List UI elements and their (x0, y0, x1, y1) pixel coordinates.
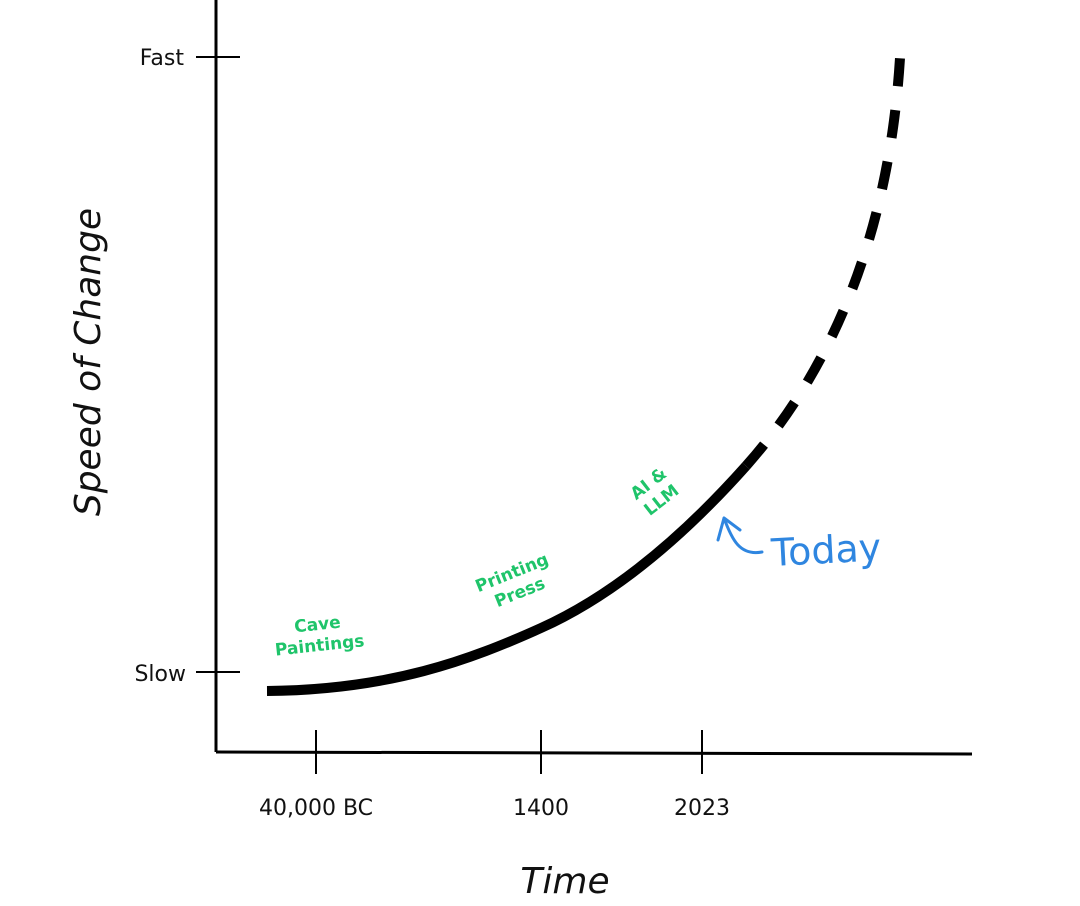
series-line-solid (266, 462, 750, 696)
y-axis-title: Speed of Change (68, 208, 109, 516)
y-tick-label-fast: Fast (140, 46, 185, 71)
x-axis-title: Time (520, 861, 609, 902)
x-tick-label-40000bc: 40,000 BC (259, 796, 373, 821)
today-arrow-icon (716, 516, 764, 555)
annotation-cave-line-2: Paintings (274, 631, 365, 660)
x-axis (215, 750, 973, 756)
x-tick-label-1400: 1400 (513, 796, 569, 821)
y-tick-label-slow: Slow (134, 662, 186, 687)
annotation-printing-press: Printing Press (473, 550, 552, 612)
today-label: Today (769, 525, 882, 575)
annotation-cave-line-1: Cave (293, 613, 341, 638)
x-tick-label-2023: 2023 (674, 796, 730, 821)
annotation-ai-llm: AI & LLM (627, 464, 683, 521)
annotation-cave-paintings: Cave Paintings (274, 613, 365, 661)
series-line-dashed (742, 57, 905, 470)
